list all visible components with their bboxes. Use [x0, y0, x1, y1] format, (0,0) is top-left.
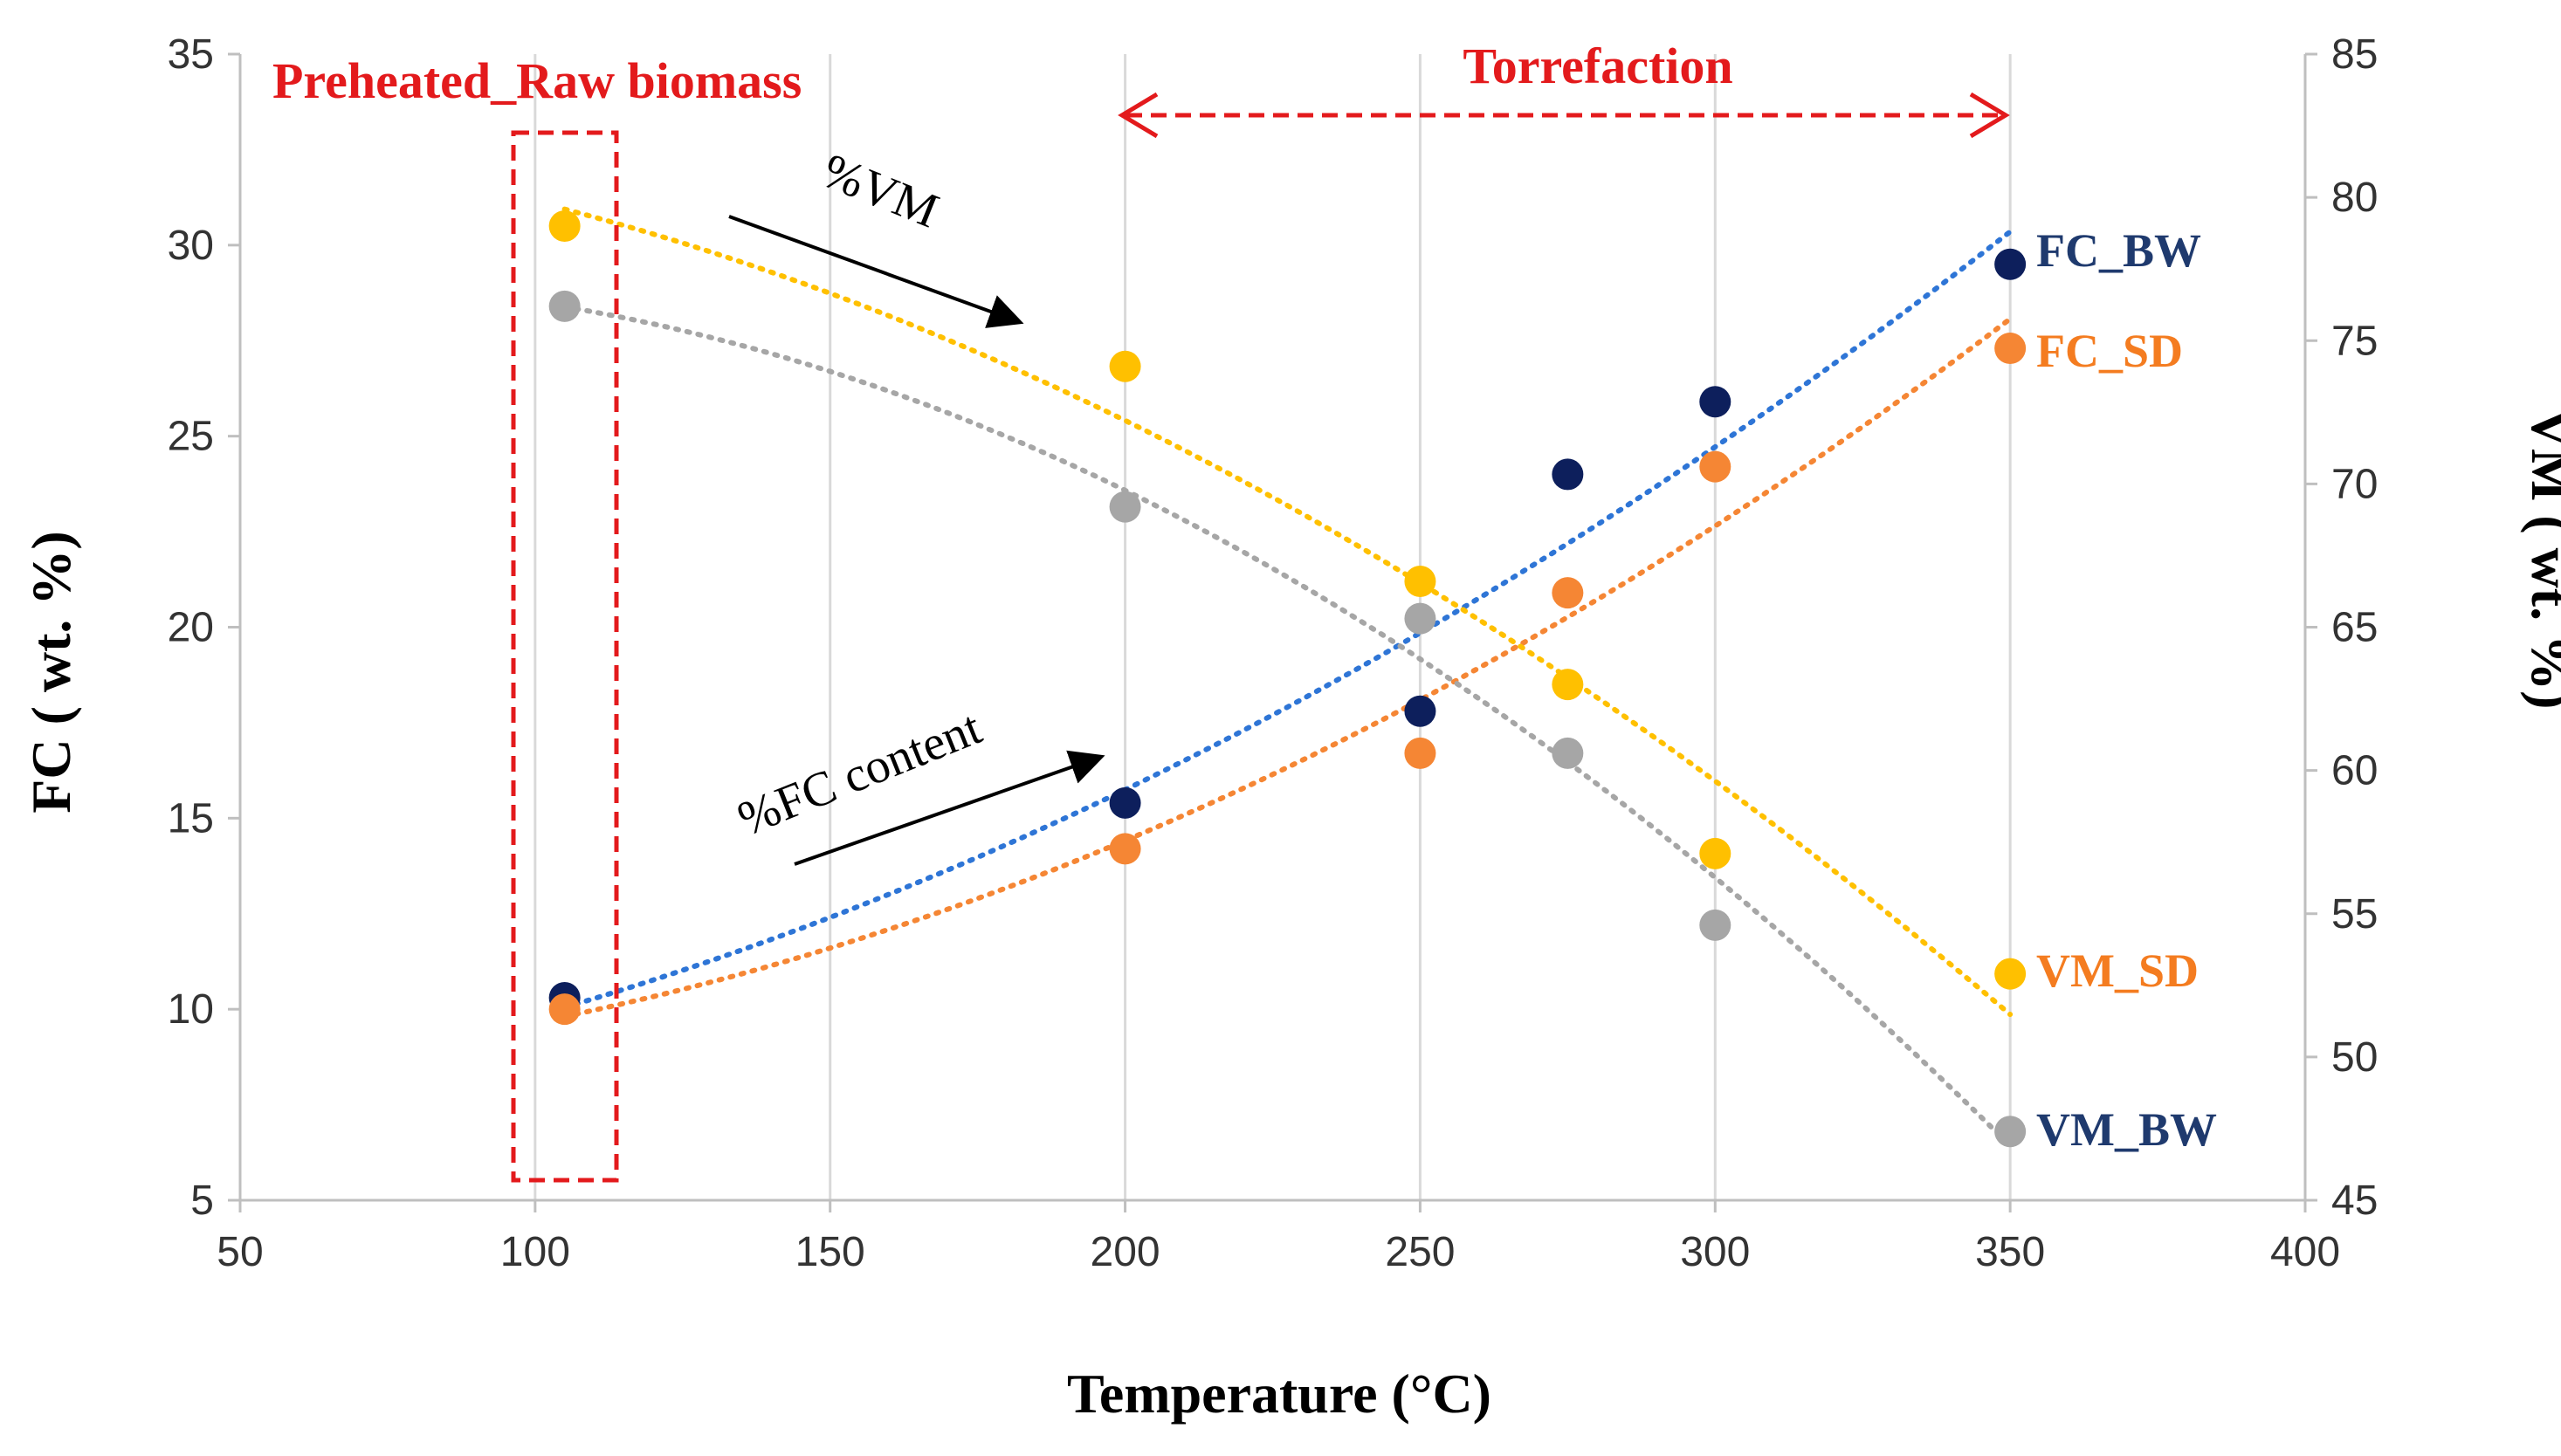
- y2-tick-label-3: 60: [2331, 748, 2378, 794]
- y2-tick-label-6: 75: [2331, 318, 2378, 364]
- point-fc-sd-3: [1552, 577, 1584, 609]
- fc-arrow: [794, 750, 1105, 866]
- series-label-vm-bw: VM_BW: [2036, 1103, 2217, 1156]
- series-label-vm-sd: VM_SD: [2036, 944, 2199, 997]
- preheated-label: Preheated_Raw biomass: [272, 52, 802, 109]
- point-vm-bw-4: [1699, 909, 1731, 941]
- x-tick-label-7: 400: [2270, 1229, 2340, 1275]
- x-tick-label-4: 250: [1385, 1229, 1455, 1275]
- point-vm-bw-1: [1109, 491, 1141, 523]
- y-tick-label-1: 10: [168, 986, 214, 1033]
- x-tick-label-5: 300: [1680, 1229, 1750, 1275]
- y-axis-title: FC ( wt. %): [20, 531, 82, 813]
- x-tick-label-6: 350: [1975, 1229, 2045, 1275]
- x-tick-label-0: 50: [217, 1229, 263, 1275]
- point-fc-sd-1: [1109, 833, 1141, 865]
- point-fc-sd-2: [1404, 737, 1436, 769]
- point-fc-bw-5: [1994, 248, 2027, 280]
- trend-line-vm-sd: [561, 206, 2014, 1018]
- torrefaction-arrow: [1118, 92, 2010, 139]
- point-vm-sd-2: [1404, 565, 1436, 597]
- point-fc-bw-1: [1109, 786, 1141, 819]
- point-vm-bw-3: [1552, 737, 1584, 769]
- y2-axis-title: VM ( wt. %): [2520, 409, 2561, 710]
- y-tick-label-2: 15: [168, 795, 214, 841]
- point-vm-sd-1: [1109, 350, 1141, 382]
- torrefaction-label: Torrefaction: [1463, 38, 1732, 94]
- y-tick-label-6: 35: [168, 31, 214, 78]
- point-vm-sd-3: [1552, 669, 1584, 701]
- vm-arrow: [728, 215, 1024, 328]
- fc-arrow-label: %FC content: [731, 700, 989, 847]
- trend-line-fc-bw: [561, 229, 2014, 1010]
- y-tick-label-4: 25: [168, 414, 214, 460]
- vm-arrow-label: %VM: [815, 144, 946, 239]
- point-fc-sd-4: [1699, 450, 1731, 483]
- trend-line-vm-bw: [561, 304, 2014, 1149]
- series-label-fc-sd: FC_SD: [2036, 325, 2183, 377]
- trend-lines: [561, 206, 2014, 1149]
- preheated-box: [511, 130, 619, 1183]
- point-vm-sd-0: [548, 209, 581, 242]
- axes: [228, 52, 2317, 1212]
- y2-tick-label-0: 45: [2331, 1178, 2378, 1224]
- x-tick-label-3: 200: [1091, 1229, 1160, 1275]
- y2-tick-label-5: 70: [2331, 461, 2378, 507]
- data-points: [548, 209, 2027, 1148]
- point-fc-sd-0: [548, 993, 581, 1026]
- point-fc-bw-3: [1552, 458, 1584, 491]
- x-axis-title: Temperature (°C): [1067, 1363, 1491, 1425]
- point-vm-bw-0: [548, 290, 581, 322]
- point-vm-bw-2: [1404, 602, 1436, 635]
- x-tick-label-2: 150: [795, 1229, 865, 1275]
- y2-tick-label-2: 55: [2331, 891, 2378, 937]
- y-tick-label-3: 20: [168, 605, 214, 651]
- trend-line-fc-sd: [561, 316, 2014, 1020]
- point-fc-bw-4: [1699, 386, 1731, 418]
- point-fc-sd-5: [1994, 333, 2027, 365]
- y2-tick-label-8: 85: [2331, 31, 2378, 78]
- point-vm-bw-5: [1994, 1116, 2027, 1148]
- point-vm-sd-5: [1994, 958, 2027, 990]
- series-label-fc-bw: FC_BW: [2036, 224, 2201, 277]
- y2-tick-label-7: 80: [2331, 175, 2378, 221]
- tick-labels: 50 100 150 200 250 300 350 400 5 10 15 20 25 30 35 45 50…: [168, 31, 2379, 1275]
- y-tick-label-0: 5: [190, 1178, 214, 1224]
- y2-tick-label-4: 65: [2331, 605, 2378, 651]
- point-fc-bw-2: [1404, 695, 1436, 727]
- x-tick-label-1: 100: [500, 1229, 570, 1275]
- point-vm-sd-4: [1699, 837, 1731, 869]
- y2-tick-label-1: 50: [2331, 1034, 2378, 1081]
- y-tick-label-5: 30: [168, 223, 214, 269]
